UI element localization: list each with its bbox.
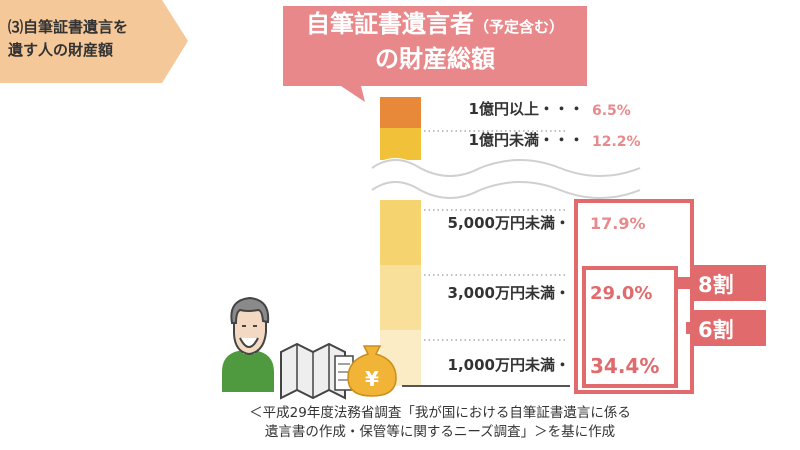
value-label: 6.5%: [592, 103, 631, 119]
value-label: 29.0%: [590, 283, 652, 304]
title-line1-main: 自筆証書遺言者: [305, 10, 474, 38]
category-label: 1,000万円未満・: [448, 356, 570, 374]
source-note: ＜平成29年度法務省調査「我が国における自筆証書遺言に係る 遺言書の作成・保管等…: [249, 405, 631, 440]
section-tag-shape: [0, 0, 188, 83]
category-label: 1億円未満・・・: [469, 131, 584, 149]
person-shirt: [222, 350, 274, 392]
bar-segment: [380, 97, 421, 128]
bracket-tab: [694, 310, 766, 346]
bracket-connector: [678, 277, 694, 289]
title-line2: の財産総額: [375, 45, 495, 73]
value-label: 34.4%: [590, 354, 659, 378]
title-box: [283, 6, 587, 102]
bar-segment: [380, 128, 421, 160]
bar-segment: [380, 265, 421, 330]
bracket-connector: [686, 322, 694, 334]
bracket-tab: [694, 265, 766, 301]
person-illustration: ¥: [222, 296, 397, 400]
yen-icon: ¥: [365, 367, 379, 391]
bar-segment: [380, 200, 421, 265]
category-label: 5,000万円未満・: [448, 214, 570, 232]
value-label: 17.9%: [590, 214, 646, 233]
section-tag: ⑶自筆証書遺言を 遺す人の財産額: [8, 18, 129, 59]
axis-break-line: [371, 159, 641, 177]
person-hair: [230, 296, 270, 324]
category-label: 3,000万円未満・: [448, 284, 570, 302]
bracket-label: 8割: [698, 273, 734, 297]
axis-break-line: [371, 181, 641, 199]
value-label: 12.2%: [592, 134, 641, 150]
money-bag-icon: [347, 345, 397, 397]
title-line1-small: （予定含む）: [473, 18, 564, 36]
bracket-label: 6割: [698, 318, 734, 342]
category-label: 1億円以上・・・: [469, 100, 584, 118]
bracket-inner: [582, 266, 678, 388]
bracket-outer: [574, 199, 694, 394]
chart-title: 自筆証書遺言者（予定含む） の財産総額: [283, 8, 587, 75]
axis-break: [372, 158, 640, 200]
